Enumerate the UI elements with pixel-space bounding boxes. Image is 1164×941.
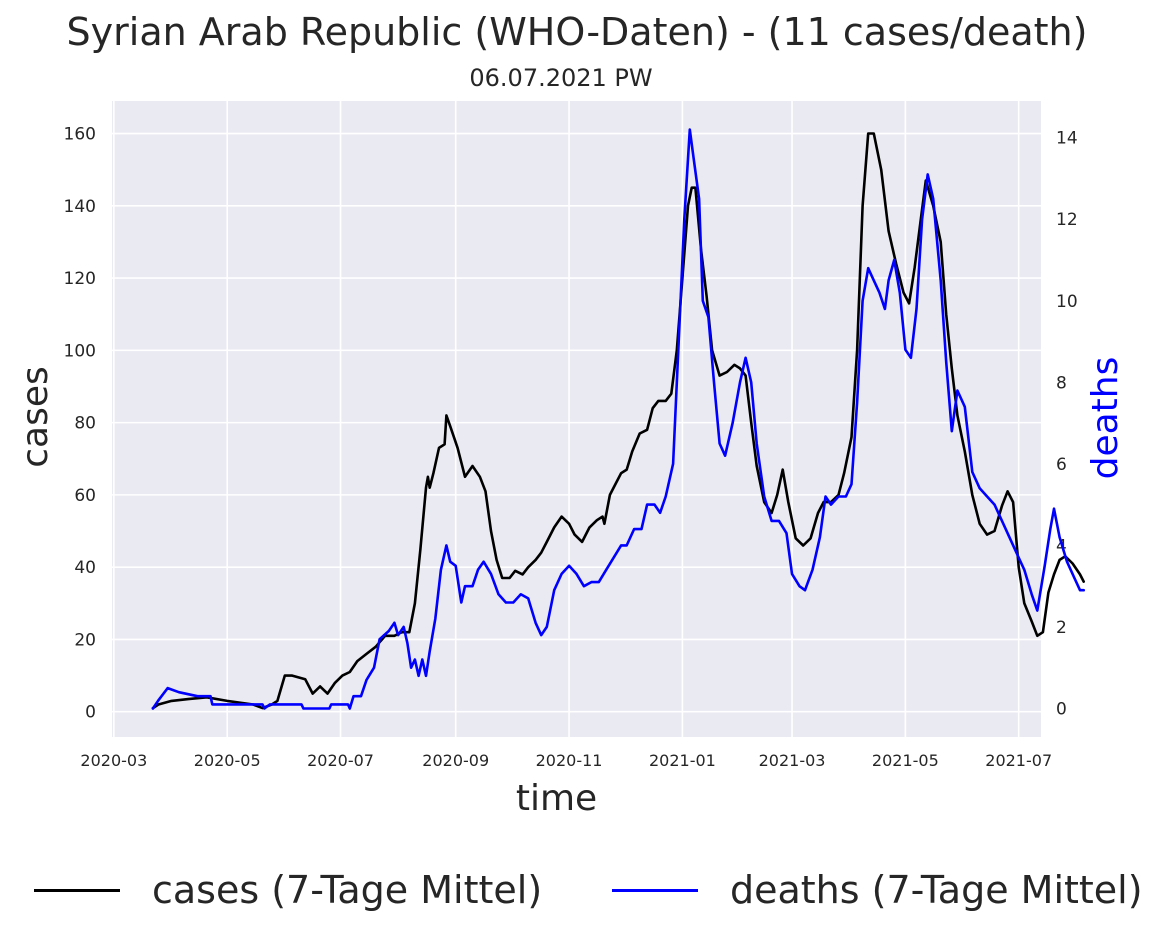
- y-tick-label: 80: [74, 414, 96, 434]
- x-tick-label: 2021-07: [985, 751, 1052, 770]
- legend-label-cases: cases (7-Tage Mittel): [152, 868, 543, 912]
- y2-tick-label: 14: [1056, 129, 1078, 149]
- chart-title: Syrian Arab Republic (WHO-Daten) - (11 c…: [66, 10, 1088, 54]
- y-tick-label: 100: [64, 341, 96, 361]
- cases-series-line: [151, 132, 1085, 710]
- x-tick-label: 2021-05: [872, 751, 939, 770]
- legend-swatch-deaths: [612, 888, 698, 892]
- y2-tick-label: 10: [1056, 292, 1078, 312]
- x-axis-label: time: [516, 778, 597, 819]
- chart-subtitle: 06.07.2021 PW: [469, 64, 653, 92]
- y2-tick-label: 6: [1056, 455, 1067, 475]
- legend-item-deaths: deaths (7-Tage Mittel): [612, 862, 1143, 918]
- series-lines: [151, 128, 1085, 710]
- y-tick-label: 60: [74, 486, 96, 506]
- legend-label-deaths: deaths (7-Tage Mittel): [730, 868, 1143, 912]
- y-tick-label: 120: [64, 269, 96, 289]
- y2-tick-label: 2: [1056, 618, 1067, 638]
- x-tick-label: 2020-07: [307, 751, 374, 770]
- legend-swatch-cases: [34, 888, 120, 892]
- y-tick-label: 160: [64, 125, 96, 145]
- x-tick-label: 2020-11: [536, 751, 603, 770]
- y-tick-label: 40: [74, 558, 96, 578]
- y2-axis-label: deaths: [1085, 357, 1126, 480]
- y-axis-label: cases: [15, 366, 56, 468]
- x-tick-label: 2020-05: [194, 751, 261, 770]
- y2-tick-label: 12: [1056, 210, 1078, 230]
- x-tick-label: 2021-03: [759, 751, 826, 770]
- y-tick-label: 20: [74, 630, 96, 650]
- x-tick-label: 2021-01: [649, 751, 716, 770]
- y-tick-label: 0: [85, 703, 96, 723]
- legend-item-cases: cases (7-Tage Mittel): [34, 862, 542, 918]
- y2-tick-label: 8: [1056, 373, 1067, 393]
- x-tick-label: 2020-09: [422, 751, 489, 770]
- y2-tick-label: 0: [1056, 699, 1067, 719]
- y-tick-label: 140: [64, 197, 96, 217]
- deaths-series-line: [151, 128, 1085, 710]
- axis-ticks: 2020-03 2020-05 2020-07 2020-09 2020-11 2021-…: [64, 125, 1078, 770]
- x-tick-label: 2020-03: [80, 751, 147, 770]
- plot-area: [112, 101, 1041, 737]
